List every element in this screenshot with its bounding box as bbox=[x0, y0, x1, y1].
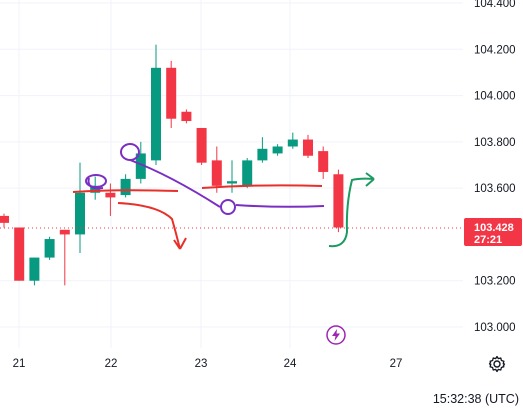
candle-body bbox=[303, 139, 313, 156]
price-tick-label: 103.200 bbox=[474, 276, 516, 288]
candle-down bbox=[59, 229, 70, 286]
candle-down bbox=[105, 183, 116, 216]
time-axis: 21 22 23 24 27 bbox=[13, 358, 403, 370]
candle-body bbox=[287, 139, 298, 147]
price-tick-label: 103.000 bbox=[474, 322, 516, 334]
candle-down bbox=[196, 127, 207, 165]
candle-body bbox=[166, 67, 177, 119]
candle-up bbox=[29, 257, 40, 286]
price-tick-label: 104.000 bbox=[474, 91, 516, 103]
time-tick-label: 27 bbox=[390, 358, 403, 370]
candle-body bbox=[44, 239, 55, 258]
drawing-purple-circle-2 bbox=[120, 143, 140, 161]
candle-body bbox=[196, 127, 207, 163]
candle-body bbox=[242, 160, 253, 186]
candle-body bbox=[0, 215, 9, 223]
candle-down bbox=[14, 227, 25, 281]
candle-up bbox=[227, 160, 237, 193]
candle-up bbox=[44, 236, 55, 260]
price-tick-label: 104.200 bbox=[474, 44, 516, 56]
candle-body bbox=[14, 227, 25, 281]
candle-up bbox=[287, 132, 298, 149]
candle-body bbox=[105, 192, 116, 198]
candle-body bbox=[181, 111, 192, 122]
time-tick-label: 22 bbox=[105, 358, 118, 370]
candle-down bbox=[333, 169, 344, 233]
candle-down bbox=[303, 134, 313, 159]
price-tick-label: 103.600 bbox=[474, 183, 516, 195]
candle-down bbox=[0, 213, 9, 228]
candle-body bbox=[333, 174, 344, 228]
drawing-green-arrow bbox=[328, 172, 375, 248]
drawings bbox=[72, 143, 375, 250]
server-clock[interactable]: 15:32:38 (UTC) bbox=[432, 392, 519, 406]
candle-body bbox=[29, 257, 40, 281]
candle-down bbox=[166, 60, 177, 128]
countdown-label: 27:21 bbox=[474, 234, 502, 246]
last-price-tag bbox=[464, 217, 522, 246]
candle-down bbox=[211, 146, 222, 193]
candles bbox=[0, 44, 344, 286]
candle-body bbox=[227, 181, 237, 184]
candle-body bbox=[75, 192, 85, 235]
drawing-purple-circle-1 bbox=[85, 174, 107, 188]
candle-body bbox=[151, 67, 161, 161]
time-tick-label: 21 bbox=[13, 358, 26, 370]
candle-body bbox=[272, 146, 283, 154]
drawing-purple-circle-3 bbox=[220, 199, 236, 215]
candle-body bbox=[211, 160, 222, 186]
price-tick-label: 103.800 bbox=[474, 137, 516, 149]
candle-up bbox=[257, 137, 268, 163]
candle-up bbox=[135, 141, 146, 184]
time-tick-label: 23 bbox=[195, 358, 208, 370]
price-axis: 104.400 104.200 104.000 103.800 103.600 103.2… bbox=[474, 0, 516, 334]
candle-down bbox=[318, 146, 329, 179]
price-tick-label: 104.400 bbox=[474, 0, 516, 10]
candle-body bbox=[257, 148, 268, 161]
candle-up bbox=[151, 44, 161, 165]
time-tick-label: 24 bbox=[284, 358, 297, 370]
gear-icon[interactable] bbox=[488, 355, 506, 373]
candle-body bbox=[318, 151, 329, 172]
candle-up bbox=[242, 158, 253, 189]
candle-up bbox=[120, 174, 131, 198]
drawing-red-arrow bbox=[72, 189, 187, 250]
candle-up bbox=[75, 162, 85, 253]
candle-body bbox=[120, 178, 131, 196]
candle-up bbox=[272, 144, 283, 156]
drawing-red-line-2 bbox=[201, 184, 323, 189]
lightning-bolt-icon[interactable] bbox=[326, 325, 346, 345]
candle-body bbox=[135, 153, 146, 179]
candle-body bbox=[90, 185, 101, 193]
last-price-label: 103.428 bbox=[474, 222, 514, 234]
candle-body bbox=[59, 229, 70, 235]
candle-down bbox=[181, 109, 192, 124]
